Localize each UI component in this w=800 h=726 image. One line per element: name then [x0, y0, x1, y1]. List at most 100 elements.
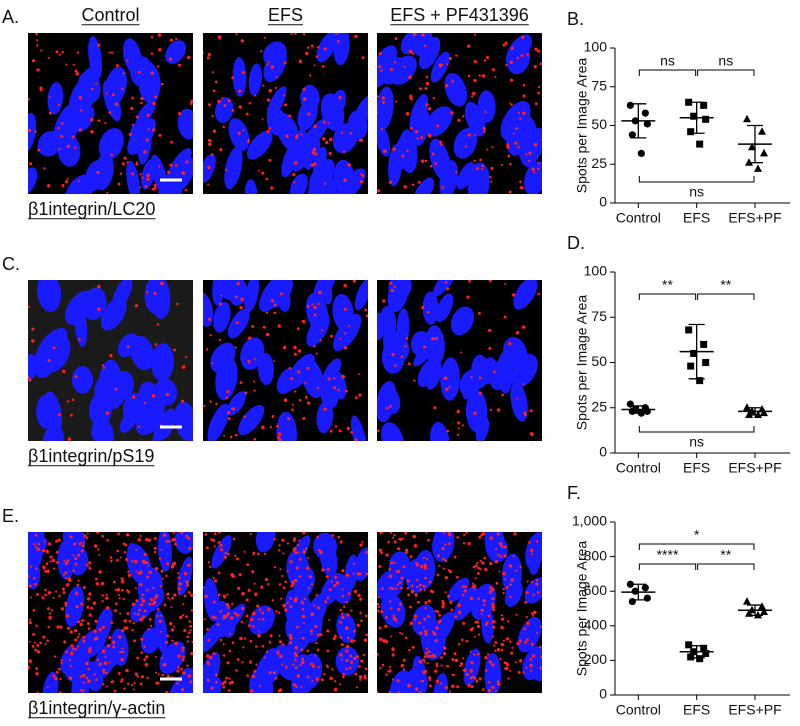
- point: [702, 649, 710, 657]
- spot: [46, 183, 51, 188]
- spot: [528, 541, 531, 544]
- nucleus: [380, 593, 406, 628]
- spot: [307, 112, 311, 116]
- spot: [72, 63, 75, 66]
- spot: [440, 664, 443, 667]
- spot: [181, 171, 185, 175]
- spot: [28, 621, 32, 625]
- spot: [137, 70, 141, 74]
- spot: [65, 577, 68, 580]
- spot: [395, 100, 398, 103]
- spot: [68, 658, 72, 662]
- spot: [487, 688, 491, 693]
- spot: [137, 572, 141, 575]
- spot: [147, 538, 151, 542]
- spot: [114, 602, 118, 605]
- spot: [526, 638, 529, 642]
- spot: [223, 555, 227, 559]
- spot: [293, 390, 297, 393]
- spot: [86, 565, 89, 568]
- spot: [471, 582, 475, 585]
- spot: [41, 549, 44, 552]
- nucleus: [413, 177, 435, 194]
- spot: [354, 396, 358, 400]
- spot: [496, 532, 500, 536]
- spot: [229, 632, 232, 635]
- spot: [151, 394, 156, 398]
- nucleus: [464, 101, 486, 137]
- spot: [477, 311, 481, 315]
- spot: [521, 325, 526, 329]
- spot: [500, 164, 503, 167]
- spot: [231, 641, 235, 645]
- spot: [258, 169, 261, 172]
- spot: [482, 603, 486, 607]
- spot: [388, 568, 392, 571]
- spot: [391, 587, 395, 590]
- spot: [90, 118, 94, 122]
- spot: [476, 561, 479, 565]
- spot: [273, 303, 277, 307]
- spot: [471, 585, 476, 589]
- spot: [156, 607, 160, 611]
- spot: [469, 669, 473, 673]
- spot: [188, 631, 191, 635]
- spot: [316, 387, 319, 390]
- spot: [172, 348, 176, 352]
- spot: [465, 672, 469, 677]
- spot: [146, 575, 150, 579]
- spot: [251, 611, 256, 616]
- spot: [443, 646, 447, 650]
- spot: [338, 96, 342, 100]
- spot: [453, 555, 457, 559]
- x-tick-label: Control: [616, 460, 661, 476]
- spot: [97, 119, 101, 123]
- spot: [397, 607, 401, 611]
- spot: [404, 550, 408, 555]
- spot: [297, 370, 301, 374]
- spot: [190, 652, 193, 656]
- spot: [267, 583, 270, 586]
- micrograph-content: [203, 532, 368, 693]
- nucleus: [112, 370, 134, 400]
- spot: [246, 563, 250, 567]
- spot: [406, 580, 410, 583]
- spot: [519, 185, 524, 190]
- spot: [61, 50, 64, 54]
- spot: [456, 536, 460, 539]
- spot: [178, 592, 181, 595]
- spot: [498, 542, 503, 546]
- spot: [484, 669, 488, 672]
- spot: [537, 49, 541, 53]
- spot: [74, 647, 77, 651]
- spot: [51, 558, 56, 563]
- spot: [219, 610, 223, 613]
- spot: [292, 683, 296, 687]
- spot: [539, 646, 542, 649]
- spot: [174, 542, 178, 546]
- spot: [293, 539, 296, 542]
- spot: [63, 640, 67, 644]
- spot: [37, 148, 41, 152]
- spot: [137, 425, 141, 428]
- bracket: [638, 69, 697, 76]
- spot: [187, 55, 191, 60]
- x-tick-label: EFS: [683, 702, 710, 718]
- spot: [102, 683, 105, 686]
- spot: [522, 111, 526, 115]
- spot: [532, 614, 535, 617]
- spot: [94, 619, 98, 623]
- spot: [96, 170, 100, 175]
- spot: [484, 656, 488, 660]
- spot: [234, 346, 237, 349]
- spot: [117, 594, 120, 597]
- spot: [522, 94, 526, 98]
- micrograph: [28, 280, 193, 441]
- spot: [416, 600, 420, 604]
- spot: [341, 595, 345, 598]
- spot: [65, 614, 70, 618]
- spot: [409, 126, 413, 130]
- spot: [228, 681, 233, 685]
- nucleus: [450, 306, 475, 336]
- micrograph-content: [203, 280, 368, 441]
